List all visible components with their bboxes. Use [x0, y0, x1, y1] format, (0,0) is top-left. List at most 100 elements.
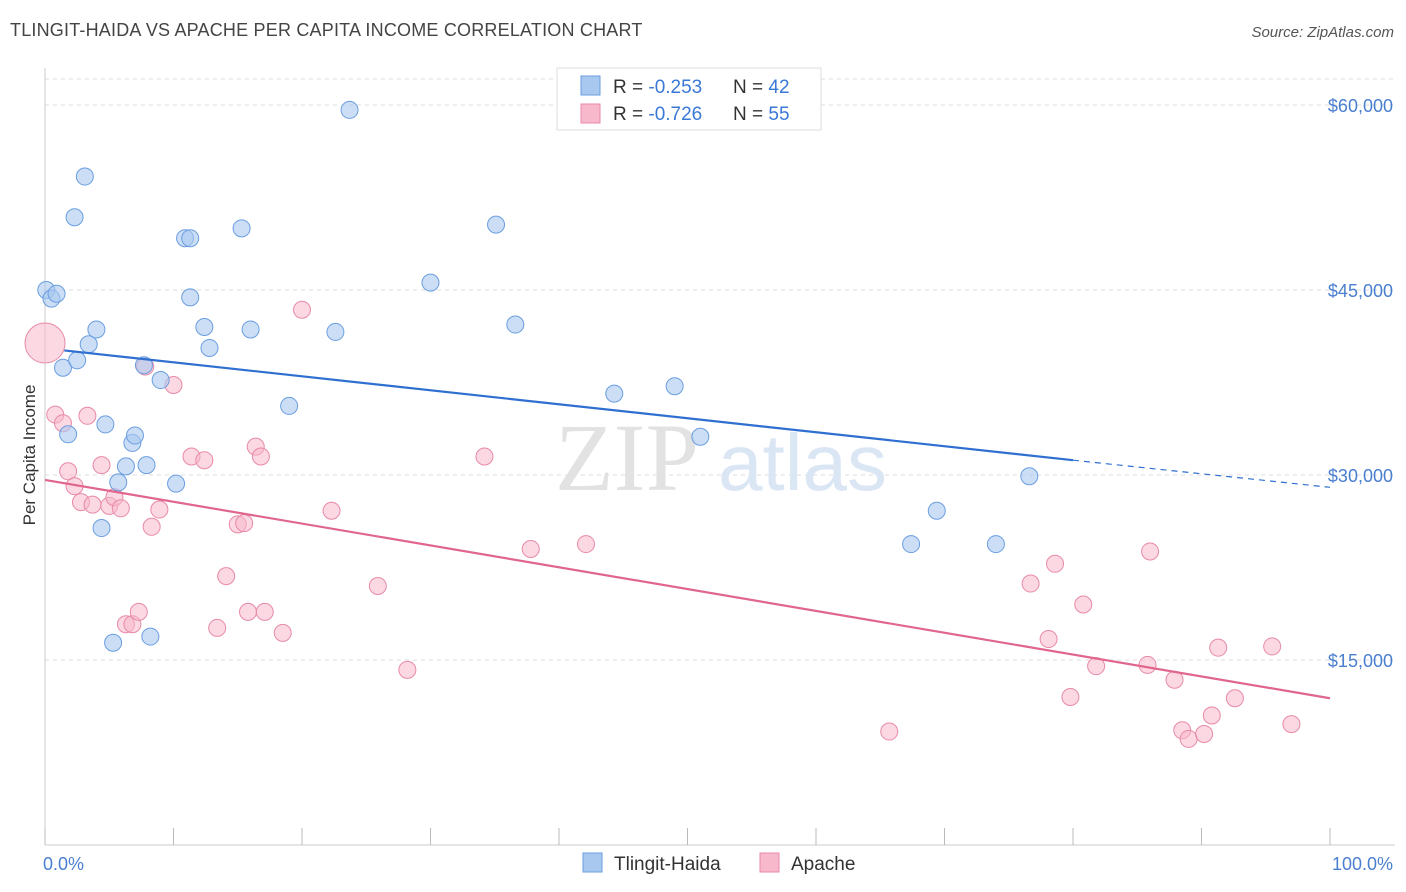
- tlingit-haida-point: [79, 335, 98, 354]
- svg-text:N = 42: N = 42: [733, 77, 790, 98]
- apache-point: [1263, 637, 1282, 656]
- y-tick-label-2: $45,000: [1328, 281, 1393, 301]
- tlingit-haida-point: [68, 351, 87, 370]
- y-tick-label-0: $15,000: [1328, 651, 1393, 671]
- series-legend-swatch-tlingit-haida: [582, 852, 603, 873]
- tlingit-haida-point: [986, 535, 1005, 554]
- y-tick-labels: $15,000 $30,000 $45,000 $60,000: [1328, 96, 1393, 671]
- tlingit-haida-point: [141, 627, 160, 646]
- legend-n-value-1: 42: [768, 77, 789, 98]
- tlingit-haida-point: [506, 315, 525, 334]
- svg-text:R = -0.726: R = -0.726: [613, 104, 702, 125]
- tlingit-haida-point: [421, 273, 440, 292]
- tlingit-haida-point: [87, 320, 106, 339]
- y-axis-title: Per Capita Income: [20, 385, 39, 526]
- apache-point: [368, 577, 387, 595]
- apache-points: [24, 300, 1301, 748]
- apache-point: [1195, 725, 1214, 743]
- x-tick-label-1: 100.0%: [1332, 854, 1393, 874]
- apache-point: [475, 447, 494, 466]
- apache-point: [1138, 655, 1157, 674]
- series-legend-label-apache: Apache: [791, 854, 855, 875]
- apache-point: [1179, 729, 1198, 748]
- tlingit-haida-points: [37, 100, 1039, 652]
- apache-point: [1141, 542, 1160, 561]
- legend-swatch-tlingit-haida: [580, 75, 601, 96]
- tlingit-haida-trend-extension: [1072, 459, 1331, 488]
- tlingit-haida-point: [340, 100, 359, 119]
- tlingit-haida-point: [134, 356, 153, 375]
- apache-point: [217, 567, 236, 586]
- tlingit-haida-point: [59, 425, 78, 444]
- chart-title: TLINGIT-HAIDA VS APACHE PER CAPITA INCOM…: [10, 20, 643, 40]
- tlingit-haida-point: [927, 501, 946, 520]
- y-tick-label-3: $60,000: [1328, 96, 1393, 116]
- apache-point: [1282, 715, 1301, 734]
- tlingit-haida-trend-line: [64, 349, 1074, 462]
- tlingit-haida-point: [326, 322, 345, 341]
- apache-point: [208, 618, 227, 637]
- tlingit-haida-point: [137, 456, 156, 475]
- tlingit-haida-point: [65, 208, 84, 227]
- watermark: ZIP atlas: [555, 404, 887, 511]
- tlingit-haida-point: [200, 338, 219, 357]
- legend-swatch-apache: [580, 103, 601, 124]
- apache-point: [150, 500, 169, 519]
- tlingit-haida-point: [902, 535, 921, 554]
- series-legend-label-tlingit-haida: Tlingit-Haida: [614, 854, 721, 875]
- tlingit-haida-point: [241, 320, 260, 339]
- apache-point: [293, 300, 311, 319]
- tlingit-haida-point: [151, 371, 170, 390]
- apache-point: [521, 540, 540, 558]
- axes: [44, 68, 1395, 846]
- apache-point: [1021, 574, 1040, 593]
- apache-point: [255, 602, 274, 621]
- tlingit-haida-point: [232, 219, 251, 238]
- apache-point: [92, 456, 111, 475]
- tlingit-haida-point: [92, 519, 111, 538]
- apache-point: [251, 447, 270, 466]
- tlingit-haida-point: [195, 318, 214, 336]
- apache-point: [1046, 554, 1065, 573]
- apache-point: [235, 514, 254, 533]
- legend-n-label-2: N =: [733, 104, 768, 125]
- apache-point: [1209, 638, 1228, 657]
- tlingit-haida-point: [47, 284, 66, 303]
- tlingit-haida-point: [75, 167, 94, 186]
- chart-source: Source: ZipAtlas.com: [1251, 24, 1394, 41]
- x-tick-labels: 0.0% 100.0%: [43, 854, 1393, 874]
- apache-point: [83, 495, 102, 514]
- apache-point: [24, 322, 66, 364]
- svg-text:N = 55: N = 55: [733, 104, 790, 125]
- apache-point: [129, 602, 148, 621]
- correlation-legend: R = -0.253 N = 42 R = -0.726 N = 55: [556, 67, 822, 131]
- watermark-atlas: atlas: [718, 418, 887, 507]
- legend-n-value-2: 55: [768, 104, 789, 125]
- x-tick-label-0: 0.0%: [43, 854, 84, 874]
- apache-point: [398, 660, 417, 679]
- tlingit-haida-point: [280, 396, 299, 415]
- trend-lines: [44, 349, 1331, 700]
- apache-point: [1202, 706, 1221, 725]
- legend-n-label-1: N =: [733, 77, 768, 98]
- apache-point: [1074, 595, 1093, 614]
- apache-point: [111, 499, 130, 518]
- tlingit-haida-point: [116, 457, 135, 476]
- apache-point: [239, 602, 258, 621]
- tlingit-haida-point: [181, 288, 200, 307]
- legend-r-value-2: -0.726: [648, 104, 702, 125]
- apache-point: [273, 623, 292, 642]
- tlingit-haida-point: [104, 633, 123, 652]
- legend-r-label-1: R =: [613, 77, 648, 98]
- tlingit-haida-point: [109, 473, 128, 492]
- apache-point: [195, 451, 214, 470]
- svg-text:R = -0.253: R = -0.253: [613, 77, 702, 98]
- apache-point: [880, 722, 899, 741]
- apache-trend-line: [44, 478, 1331, 700]
- tlingit-haida-point: [167, 474, 186, 493]
- y-tick-label-1: $30,000: [1328, 466, 1393, 486]
- tlingit-haida-point: [605, 384, 624, 403]
- tlingit-haida-point: [1020, 467, 1039, 486]
- series-legend-swatch-apache: [759, 852, 780, 873]
